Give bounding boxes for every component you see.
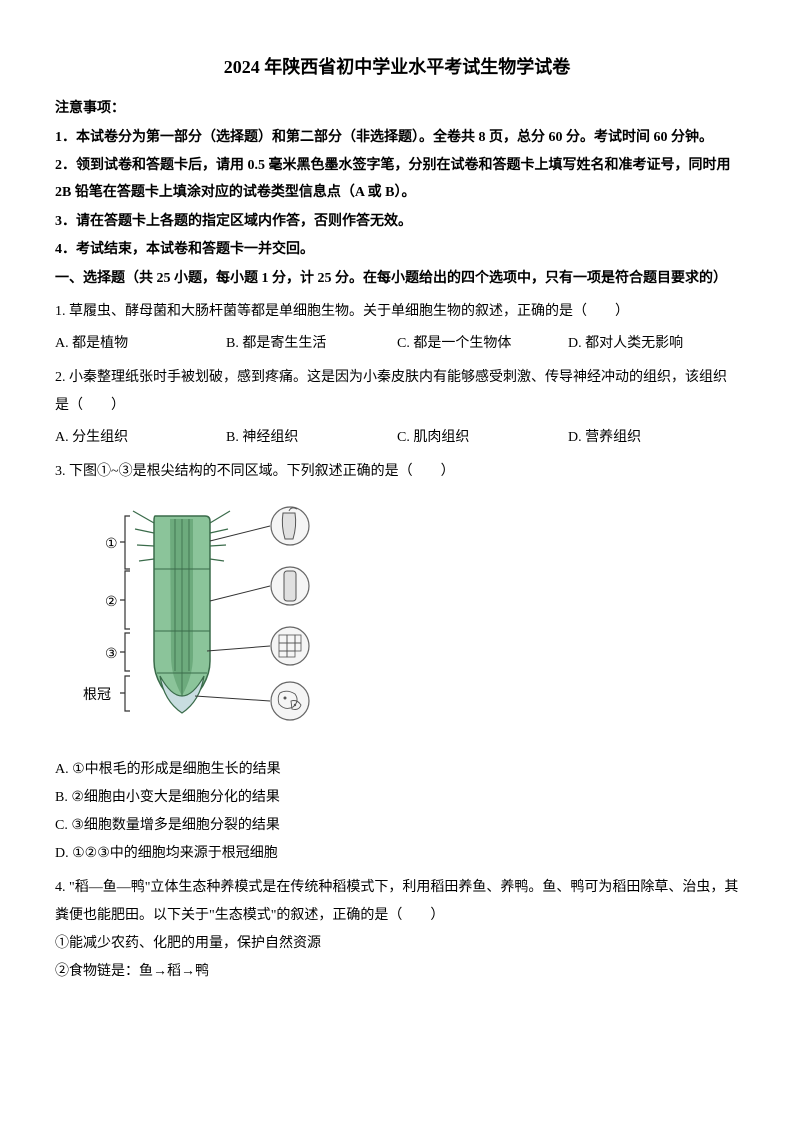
q4-item-1: ①能减少农药、化肥的用量，保护自然资源 bbox=[55, 930, 739, 958]
q2-option-a: A. 分生组织 bbox=[55, 424, 226, 452]
question-4: 4. "稻—鱼—鸭"立体生态种养模式是在传统种稻模式下，利用稻田养鱼、养鸭。鱼、… bbox=[55, 874, 739, 930]
notice-item-1: 1．本试卷分为第一部分（选择题）和第二部分（非选择题）。全卷共 8 页，总分 6… bbox=[55, 125, 739, 152]
section-1-header: 一、选择题（共 25 小题，每小题 1 分，计 25 分。在每小题给出的四个选项… bbox=[55, 266, 739, 293]
page-title: 2024 年陕西省初中学业水平考试生物学试卷 bbox=[55, 50, 739, 84]
question-2: 2. 小秦整理纸张时手被划破，感到疼痛。这是因为小秦皮肤内有能够感受刺激、传导神… bbox=[55, 364, 739, 420]
q2-option-d: D. 营养组织 bbox=[568, 424, 739, 452]
q2-option-b: B. 神经组织 bbox=[226, 424, 397, 452]
notice-header: 注意事项： bbox=[55, 96, 739, 123]
root-diagram-svg: ① ② ③ 根冠 bbox=[75, 501, 355, 741]
q3-option-b: B. ②细胞由小变大是细胞分化的结果 bbox=[55, 784, 739, 812]
notice-item-3: 3．请在答题卡上各题的指定区域内作答，否则作答无效。 bbox=[55, 209, 739, 236]
label-rootcap: 根冠 bbox=[83, 687, 111, 703]
label-2: ② bbox=[105, 595, 118, 610]
question-1: 1. 草履虫、酵母菌和大肠杆菌等都是单细胞生物。关于单细胞生物的叙述，正确的是（… bbox=[55, 298, 739, 326]
label-3: ③ bbox=[105, 647, 118, 662]
q1-option-b: B. 都是寄生生活 bbox=[226, 330, 397, 358]
root-tip-figure: ① ② ③ 根冠 bbox=[75, 501, 355, 741]
question-3-options: A. ①中根毛的形成是细胞生长的结果 B. ②细胞由小变大是细胞分化的结果 C.… bbox=[55, 756, 739, 868]
question-2-options: A. 分生组织 B. 神经组织 C. 肌肉组织 D. 营养组织 bbox=[55, 424, 739, 452]
q3-option-c: C. ③细胞数量增多是细胞分裂的结果 bbox=[55, 812, 739, 840]
q1-option-a: A. 都是植物 bbox=[55, 330, 226, 358]
question-1-options: A. 都是植物 B. 都是寄生生活 C. 都是一个生物体 D. 都对人类无影响 bbox=[55, 330, 739, 358]
question-3: 3. 下图①~③是根尖结构的不同区域。下列叙述正确的是（ ） bbox=[55, 458, 739, 486]
notice-item-4: 4．考试结束，本试卷和答题卡一并交回。 bbox=[55, 237, 739, 264]
q1-option-c: C. 都是一个生物体 bbox=[397, 330, 568, 358]
label-1: ① bbox=[105, 537, 118, 552]
q4-item-2: ②食物链是：鱼→稻→鸭 bbox=[55, 958, 739, 986]
q2-option-c: C. 肌肉组织 bbox=[397, 424, 568, 452]
notice-item-2: 2．领到试卷和答题卡后，请用 0.5 毫米黑色墨水签字笔，分别在试卷和答题卡上填… bbox=[55, 153, 739, 206]
q1-option-d: D. 都对人类无影响 bbox=[568, 330, 739, 358]
q3-option-a: A. ①中根毛的形成是细胞生长的结果 bbox=[55, 756, 739, 784]
q3-option-d: D. ①②③中的细胞均来源于根冠细胞 bbox=[55, 840, 739, 868]
